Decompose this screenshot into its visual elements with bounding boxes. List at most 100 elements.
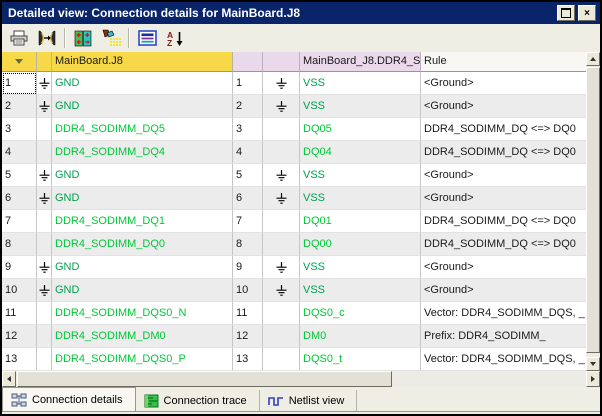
right-symbol-cell[interactable] <box>263 210 300 233</box>
left-symbol-cell[interactable] <box>37 210 52 233</box>
right-device-header[interactable]: MainBoard_J8.DDR4_SOD <box>300 52 421 72</box>
right-net-cell[interactable]: VSS <box>300 256 421 279</box>
left-symbol-cell[interactable] <box>37 118 52 141</box>
right-net-cell[interactable]: DQS0_c <box>300 302 421 325</box>
scroll-right-button[interactable] <box>586 371 600 387</box>
rule-cell[interactable]: <Ground> <box>421 95 586 118</box>
right-net-cell[interactable]: DQ00 <box>300 233 421 256</box>
left-pin-cell[interactable]: 9 <box>2 256 37 279</box>
left-net-cell[interactable]: GND <box>52 95 233 118</box>
left-symbol-cell[interactable] <box>37 72 52 95</box>
right-symbol-cell[interactable] <box>263 164 300 187</box>
table-row[interactable]: 10 GND 10 VSS <Ground> <box>2 279 586 302</box>
tab-connection-trace[interactable]: Connection trace <box>136 390 260 411</box>
left-net-cell[interactable]: DDR4_SODIMM_DQS0_P <box>52 348 233 371</box>
left-net-cell[interactable]: DDR4_SODIMM_DQ0 <box>52 233 233 256</box>
rule-cell[interactable]: DDR4_SODIMM_DQ <=> DQ0 <box>421 210 586 233</box>
rule-header[interactable]: Rule <box>421 52 586 72</box>
vertical-scroll-thumb[interactable] <box>586 67 600 353</box>
left-symbol-cell[interactable] <box>37 233 52 256</box>
table-row[interactable]: 1 GND 1 VSS <Ground> <box>2 72 586 95</box>
left-pin-cell[interactable]: 2 <box>2 95 37 118</box>
horizontal-scrollbar[interactable] <box>2 371 600 387</box>
right-pin-cell[interactable]: 9 <box>233 256 263 279</box>
left-pin-cell[interactable]: 1 <box>2 72 37 95</box>
right-pin-cell[interactable]: 1 <box>233 72 263 95</box>
vertical-scrollbar[interactable] <box>586 52 600 371</box>
left-pin-cell[interactable]: 11 <box>2 302 37 325</box>
left-net-cell[interactable]: DDR4_SODIMM_DM0 <box>52 325 233 348</box>
right-symbol-cell[interactable] <box>263 187 300 210</box>
left-symbol-cell[interactable] <box>37 279 52 302</box>
left-net-cell[interactable]: DDR4_SODIMM_DQS0_N <box>52 302 233 325</box>
right-pin-cell[interactable]: 3 <box>233 118 263 141</box>
table-row[interactable]: 3 DDR4_SODIMM_DQ5 3 DQ05 DDR4_SODIMM_DQ … <box>2 118 586 141</box>
right-symbol-cell[interactable] <box>263 279 300 302</box>
left-net-cell[interactable]: DDR4_SODIMM_DQ1 <box>52 210 233 233</box>
table-row[interactable]: 7 DDR4_SODIMM_DQ1 7 DQ01 DDR4_SODIMM_DQ … <box>2 210 586 233</box>
table-row[interactable]: 9 GND 9 VSS <Ground> <box>2 256 586 279</box>
rule-cell[interactable]: Vector: DDR4_SODIMM_DQS, _ <box>421 302 586 325</box>
left-symbol-header[interactable] <box>37 52 52 72</box>
scroll-up-button[interactable] <box>586 52 600 66</box>
view-options-button[interactable] <box>136 27 158 49</box>
rule-cell[interactable]: Prefix: DDR4_SODIMM_ <box>421 325 586 348</box>
left-pin-cell[interactable]: 7 <box>2 210 37 233</box>
rule-cell[interactable]: DDR4_SODIMM_DQ <=> DQ0 <box>421 141 586 164</box>
left-symbol-cell[interactable] <box>37 164 52 187</box>
left-pin-cell[interactable]: 5 <box>2 164 37 187</box>
table-row[interactable]: 13 DDR4_SODIMM_DQS0_P 13 DQS0_t Vector: … <box>2 348 586 371</box>
scroll-down-button[interactable] <box>586 357 600 371</box>
right-symbol-cell[interactable] <box>263 72 300 95</box>
left-net-cell[interactable]: GND <box>52 279 233 302</box>
right-net-cell[interactable]: DQ04 <box>300 141 421 164</box>
left-symbol-cell[interactable] <box>37 302 52 325</box>
right-net-cell[interactable]: DM0 <box>300 325 421 348</box>
left-pin-cell[interactable]: 12 <box>2 325 37 348</box>
table-row[interactable]: 2 GND 2 VSS <Ground> <box>2 95 586 118</box>
right-symbol-cell[interactable] <box>263 256 300 279</box>
right-pin-cell[interactable]: 11 <box>233 302 263 325</box>
right-pin-cell[interactable]: 7 <box>233 210 263 233</box>
left-symbol-cell[interactable] <box>37 141 52 164</box>
table-row[interactable]: 11 DDR4_SODIMM_DQS0_N 11 DQS0_c Vector: … <box>2 302 586 325</box>
rule-cell[interactable]: Vector: DDR4_SODIMM_DQS, _ <box>421 348 586 371</box>
right-pin-cell[interactable]: 12 <box>233 325 263 348</box>
left-net-cell[interactable]: GND <box>52 187 233 210</box>
right-net-cell[interactable]: DQ05 <box>300 118 421 141</box>
right-pin-cell[interactable]: 6 <box>233 187 263 210</box>
left-net-cell[interactable]: GND <box>52 256 233 279</box>
column-selector-header[interactable] <box>2 52 37 72</box>
rule-cell[interactable]: <Ground> <box>421 279 586 302</box>
tab-connection-details[interactable]: Connection details <box>2 387 136 411</box>
highlight-button[interactable] <box>100 27 122 49</box>
sort-az-button[interactable]: A Z <box>164 27 186 49</box>
right-pin-cell[interactable]: 4 <box>233 141 263 164</box>
left-device-header[interactable]: MainBoard.J8 <box>52 52 233 72</box>
left-pin-cell[interactable]: 13 <box>2 348 37 371</box>
right-net-cell[interactable]: VSS <box>300 279 421 302</box>
table-row[interactable]: 4 DDR4_SODIMM_DQ4 4 DQ04 DDR4_SODIMM_DQ … <box>2 141 586 164</box>
close-button[interactable]: × <box>578 5 596 21</box>
right-net-cell[interactable]: DQ01 <box>300 210 421 233</box>
right-net-cell[interactable]: DQS0_t <box>300 348 421 371</box>
right-pin-cell[interactable]: 8 <box>233 233 263 256</box>
left-symbol-cell[interactable] <box>37 95 52 118</box>
left-pin-cell[interactable]: 10 <box>2 279 37 302</box>
rule-cell[interactable]: <Ground> <box>421 256 586 279</box>
left-pin-cell[interactable]: 4 <box>2 141 37 164</box>
left-pin-cell[interactable]: 6 <box>2 187 37 210</box>
rule-cell[interactable]: <Ground> <box>421 164 586 187</box>
right-symbol-cell[interactable] <box>263 348 300 371</box>
rule-cell[interactable]: <Ground> <box>421 72 586 95</box>
right-net-cell[interactable]: VSS <box>300 95 421 118</box>
right-symbol-cell[interactable] <box>263 118 300 141</box>
right-net-cell[interactable]: VSS <box>300 187 421 210</box>
right-symbol-cell[interactable] <box>263 95 300 118</box>
right-pin-cell[interactable]: 10 <box>233 279 263 302</box>
left-symbol-cell[interactable] <box>37 348 52 371</box>
left-symbol-cell[interactable] <box>37 187 52 210</box>
right-pin-cell[interactable]: 2 <box>233 95 263 118</box>
right-symbol-header[interactable] <box>263 52 300 72</box>
left-symbol-cell[interactable] <box>37 256 52 279</box>
